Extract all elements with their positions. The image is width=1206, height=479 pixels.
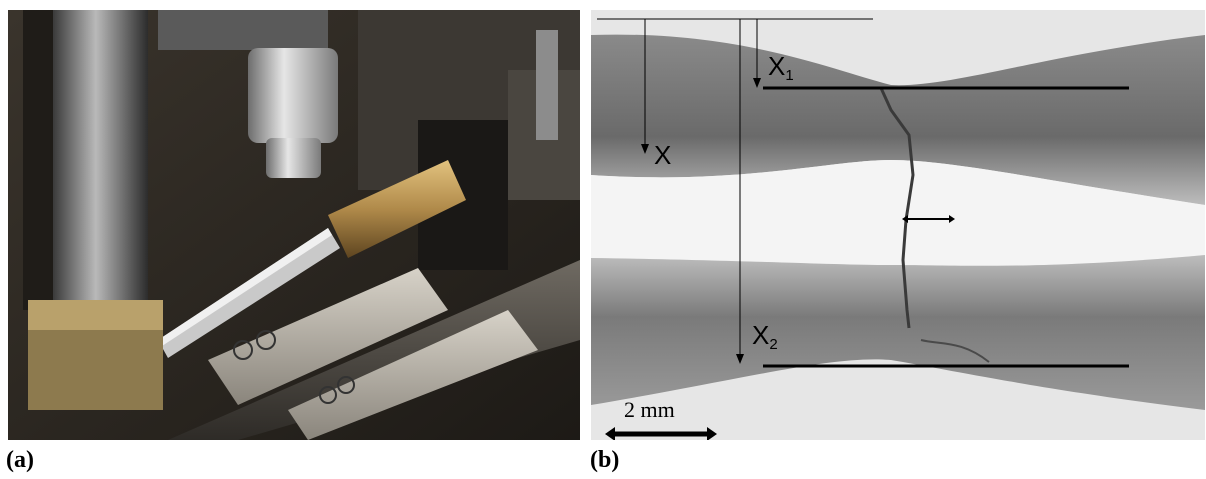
micrograph-specimen (591, 10, 1205, 440)
label-x2: X2 (752, 320, 778, 353)
label-x1: X1 (768, 51, 794, 84)
scale-bar-label: 2 mm (624, 397, 675, 422)
photo-test-rig (8, 10, 580, 440)
micrograph-drawing (591, 10, 1205, 440)
label-x: X (654, 140, 672, 170)
test-rig-photo-drawing (8, 10, 580, 440)
caption-b: (b) (590, 447, 620, 473)
caption-a: (a) (6, 447, 34, 473)
